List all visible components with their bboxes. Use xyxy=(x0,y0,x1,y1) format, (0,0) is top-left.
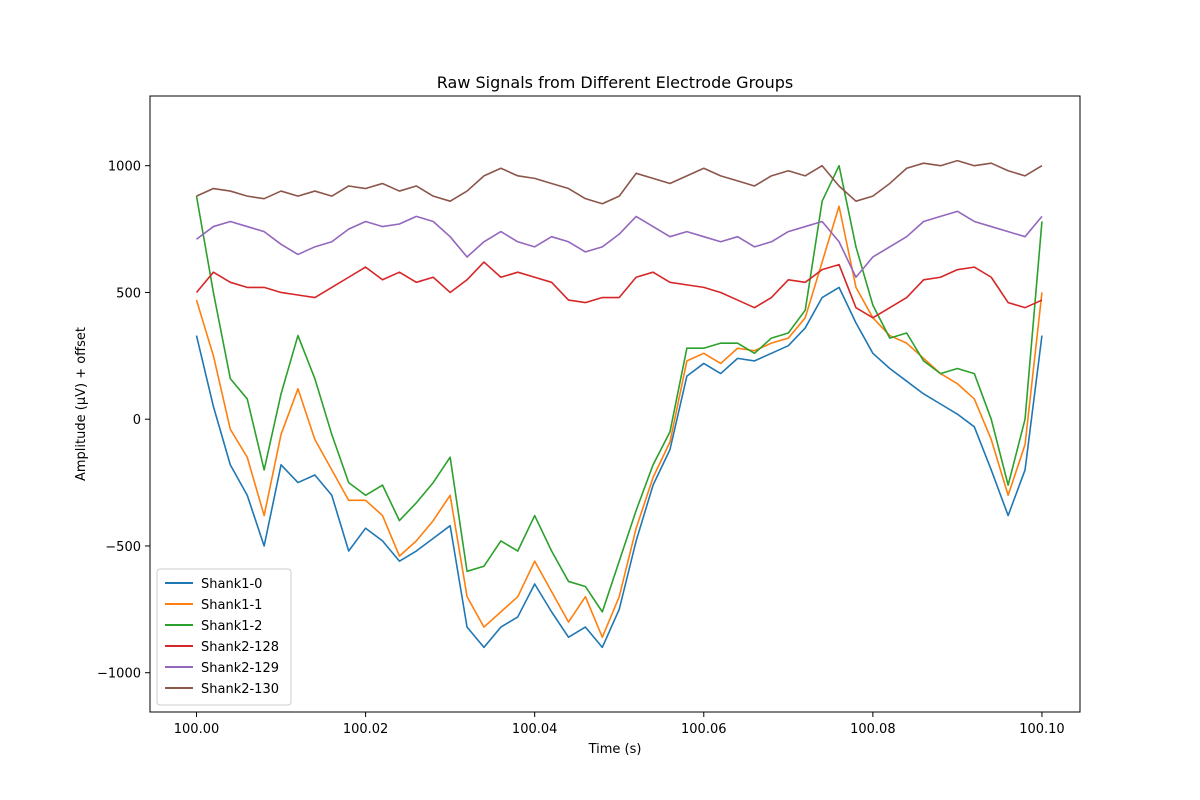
series-line-shank1-1 xyxy=(195,205,1043,639)
y-tick-label: 0 xyxy=(133,413,141,428)
series-line-shank2-130 xyxy=(196,159,1043,205)
series-line-shank2-128 xyxy=(195,261,1043,319)
x-tick-label: 100.02 xyxy=(343,722,389,737)
plot-frame xyxy=(149,95,1081,713)
y-tick-label: 500 xyxy=(116,286,141,301)
series-lines xyxy=(195,159,1043,649)
series-line-shank1-2 xyxy=(195,164,1043,613)
legend-label: Shank1-2 xyxy=(201,619,262,634)
y-axis: −1000 −500 0 500 1000 xyxy=(97,160,150,682)
chart-title: Raw Signals from Different Electrode Gro… xyxy=(437,73,793,92)
plot-area xyxy=(149,95,1081,713)
legend-label: Shank1-1 xyxy=(201,598,262,613)
y-tick-label: −500 xyxy=(105,540,141,555)
series-line-shank1-0 xyxy=(195,286,1043,649)
legend-label: Shank2-129 xyxy=(201,661,279,676)
x-axis-label: Time (s) xyxy=(588,742,642,757)
x-tick-label: 100.08 xyxy=(850,722,896,737)
x-axis: 100.00 100.02 100.04 100.06 100.08 100.10 xyxy=(174,712,1065,737)
x-tick-label: 100.06 xyxy=(681,722,727,737)
y-tick-label: 1000 xyxy=(108,160,141,175)
legend-label: Shank2-128 xyxy=(201,640,279,655)
x-tick-label: 100.10 xyxy=(1019,722,1065,737)
x-tick-label: 100.00 xyxy=(174,722,220,737)
series-line-shank2-129 xyxy=(196,210,1043,279)
y-tick-label: −1000 xyxy=(97,667,141,682)
x-tick-label: 100.04 xyxy=(512,722,558,737)
legend: Shank1-0 Shank1-1 Shank1-2 Shank2-128 Shank2… xyxy=(156,568,292,706)
y-axis-label: Amplitude (µV) + offset xyxy=(74,327,89,481)
legend-label: Shank2-130 xyxy=(201,682,279,697)
legend-label: Shank1-0 xyxy=(201,577,262,592)
